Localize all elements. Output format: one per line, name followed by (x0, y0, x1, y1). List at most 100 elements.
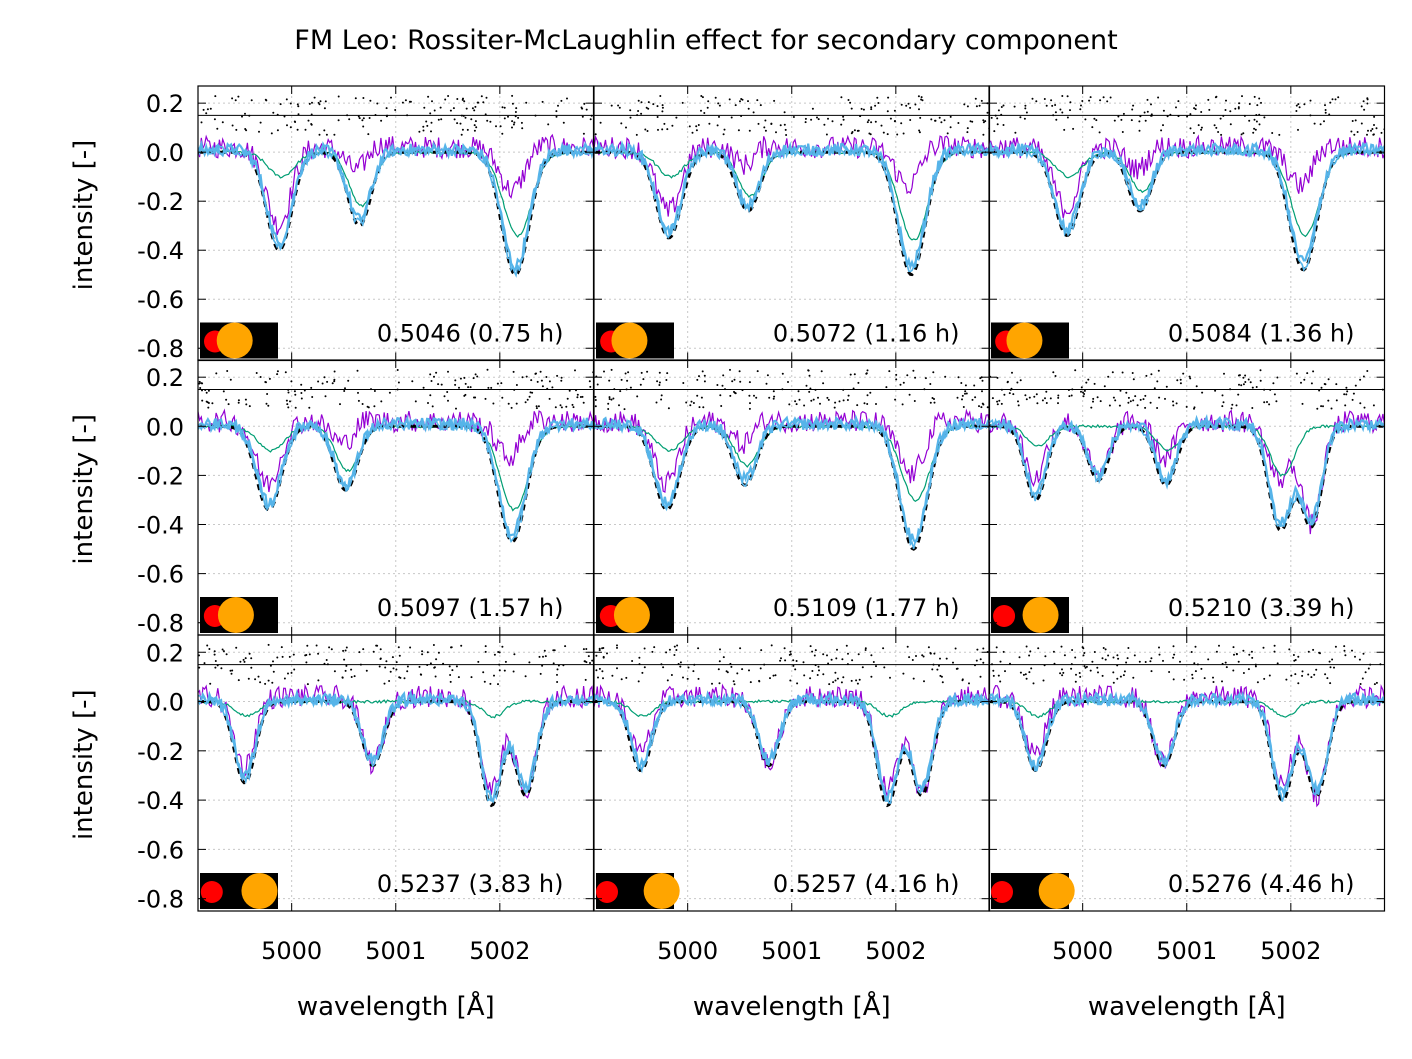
residual-dot (209, 682, 212, 685)
residual-dot (978, 104, 981, 107)
residual-dot (276, 373, 279, 376)
residual-dot (1333, 666, 1335, 669)
residual-dot (434, 675, 437, 678)
panel-2: 0.5072 (1.16 h) (593, 85, 991, 362)
residual-dot (692, 670, 695, 673)
residual-dot (455, 407, 457, 410)
residual-dot (1146, 110, 1149, 113)
residual-dot (1298, 106, 1301, 109)
residual-dot (455, 665, 458, 668)
residual-dot (435, 658, 438, 661)
residual-dot (929, 652, 932, 654)
residual-dot (1331, 658, 1334, 661)
residual-dot (296, 103, 299, 106)
residual-dot (980, 406, 983, 409)
residual-dot (362, 125, 365, 128)
residual-dot (343, 390, 346, 392)
residual-dot (1116, 654, 1119, 657)
y-axis-label: intensity [-] (69, 689, 99, 840)
residual-dot (734, 104, 737, 107)
series-model-line-2 (198, 417, 594, 544)
residual-dot (486, 119, 489, 122)
residual-dot (394, 109, 397, 111)
residual-dot (1262, 646, 1265, 649)
residual-dot (286, 403, 289, 406)
residual-dot (206, 401, 209, 404)
residual-dot (1150, 373, 1153, 376)
residual-dot (1259, 369, 1262, 372)
residual-dot (1235, 404, 1238, 407)
residual-dot (779, 124, 782, 127)
residual-dot (1219, 117, 1222, 120)
residual-dot (1019, 379, 1022, 382)
residual-dot (690, 400, 693, 403)
residual-dot (701, 370, 704, 373)
residual-dot (770, 644, 773, 647)
residual-dot (1301, 402, 1304, 405)
residual-dot (1083, 665, 1086, 668)
residual-dot (781, 372, 784, 375)
series-secondary-line (594, 408, 990, 493)
residual-dot (612, 397, 615, 400)
residual-dot (205, 112, 208, 115)
residual-dot (1208, 108, 1211, 111)
residual-dot (1102, 96, 1105, 99)
residual-dot (459, 122, 462, 125)
residual-dot (607, 408, 610, 410)
residual-dot (1144, 661, 1147, 663)
residual-dot (1146, 98, 1149, 101)
residual-dot (1232, 669, 1235, 672)
residual-dot (982, 647, 985, 650)
residual-dot (722, 133, 725, 136)
residual-dot (1307, 673, 1310, 676)
ytick-label: -0.2 (137, 188, 184, 216)
residual-dot (1363, 108, 1366, 111)
residual-dot (978, 405, 980, 408)
residual-dot (1344, 654, 1347, 657)
residual-dot (280, 646, 283, 649)
residual-dot (1074, 369, 1077, 372)
residual-dot (867, 119, 870, 122)
residual-dot (1221, 394, 1224, 397)
residual-dot (1095, 119, 1098, 122)
residual-dot (1099, 99, 1102, 102)
residual-dot (1083, 389, 1086, 392)
residual-dot (1119, 389, 1122, 392)
residual-dot (429, 394, 432, 397)
residual-dot (1072, 127, 1075, 130)
residual-dot (1232, 646, 1235, 649)
residual-dot (1294, 673, 1297, 676)
residual-dot (966, 131, 969, 134)
series-model-line-2 (594, 143, 990, 273)
residual-dot (792, 664, 795, 667)
residual-dot (244, 657, 247, 660)
residual-dot (267, 679, 270, 682)
residual-dot (636, 395, 639, 398)
residual-dot (887, 96, 890, 99)
residual-dot (1207, 98, 1210, 101)
residual-dot (501, 396, 504, 399)
residual-dot (485, 96, 488, 99)
residual-dot (623, 408, 626, 411)
residual-dot (1133, 654, 1136, 657)
residual-dot (556, 673, 558, 676)
residual-dot (1223, 372, 1225, 375)
series-observed-line (594, 424, 990, 551)
residual-dot (357, 399, 360, 402)
residual-dot (642, 378, 645, 381)
residual-dot (304, 654, 307, 657)
residual-dot (401, 101, 404, 104)
residual-dot (1129, 400, 1132, 403)
residual-dot (701, 96, 704, 99)
residual-dot (847, 394, 850, 397)
residual-dot (1201, 391, 1204, 394)
residual-dot (398, 676, 401, 679)
residual-dot (817, 396, 819, 399)
residual-dot (1172, 400, 1174, 403)
residual-dot (597, 676, 599, 679)
residual-dot (733, 683, 736, 686)
residual-dot (375, 644, 378, 647)
residual-dot (964, 390, 967, 393)
residual-dot (869, 391, 872, 394)
residual-dot (748, 669, 750, 672)
